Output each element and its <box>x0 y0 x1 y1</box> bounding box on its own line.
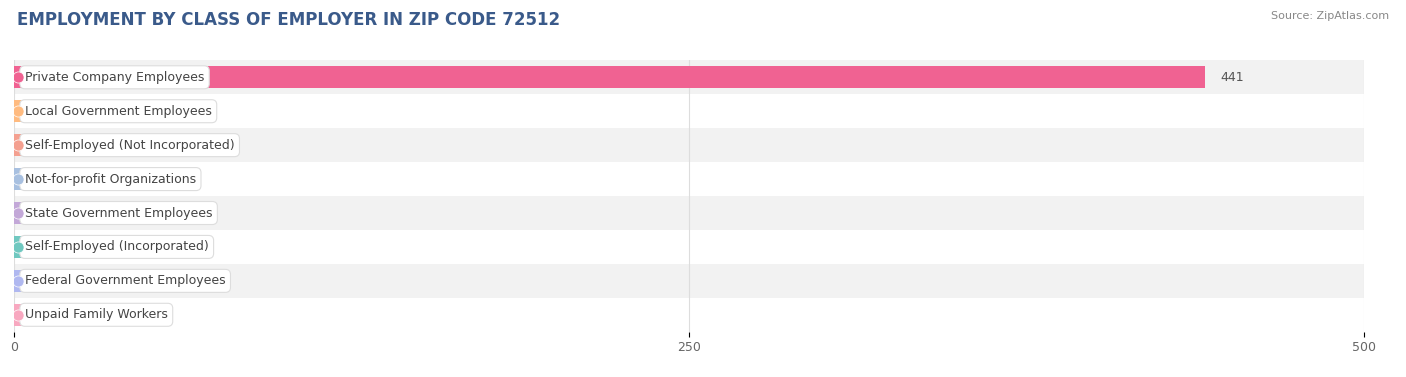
Bar <box>14 134 125 156</box>
Text: 5: 5 <box>44 274 52 287</box>
Bar <box>14 236 96 258</box>
Bar <box>14 168 96 190</box>
Bar <box>14 128 1364 162</box>
Text: EMPLOYMENT BY CLASS OF EMPLOYER IN ZIP CODE 72512: EMPLOYMENT BY CLASS OF EMPLOYER IN ZIP C… <box>17 11 560 29</box>
Bar <box>14 100 157 122</box>
Text: 18: 18 <box>79 207 94 219</box>
Bar <box>14 60 1364 94</box>
Text: 26: 26 <box>100 173 117 185</box>
Bar <box>14 202 96 224</box>
Bar <box>14 264 1364 298</box>
Text: State Government Employees: State Government Employees <box>25 207 212 219</box>
Text: Federal Government Employees: Federal Government Employees <box>25 274 225 287</box>
Text: Self-Employed (Incorporated): Self-Employed (Incorporated) <box>25 241 208 253</box>
Text: Source: ZipAtlas.com: Source: ZipAtlas.com <box>1271 11 1389 21</box>
Bar <box>14 298 1364 332</box>
Text: Private Company Employees: Private Company Employees <box>25 71 204 84</box>
Bar <box>14 162 1364 196</box>
Text: Local Government Employees: Local Government Employees <box>25 105 212 118</box>
Text: Self-Employed (Not Incorporated): Self-Employed (Not Incorporated) <box>25 139 235 152</box>
Bar <box>14 196 1364 230</box>
Text: 0: 0 <box>31 308 38 321</box>
Text: Unpaid Family Workers: Unpaid Family Workers <box>25 308 167 321</box>
Bar <box>14 270 96 292</box>
Bar <box>14 230 1364 264</box>
Text: 441: 441 <box>1220 71 1244 84</box>
Text: Not-for-profit Organizations: Not-for-profit Organizations <box>25 173 195 185</box>
Text: 53: 53 <box>173 105 190 118</box>
Text: 41: 41 <box>141 139 156 152</box>
Bar <box>14 94 1364 128</box>
Bar <box>14 304 96 326</box>
Text: 8: 8 <box>52 241 60 253</box>
Bar <box>14 66 1205 88</box>
